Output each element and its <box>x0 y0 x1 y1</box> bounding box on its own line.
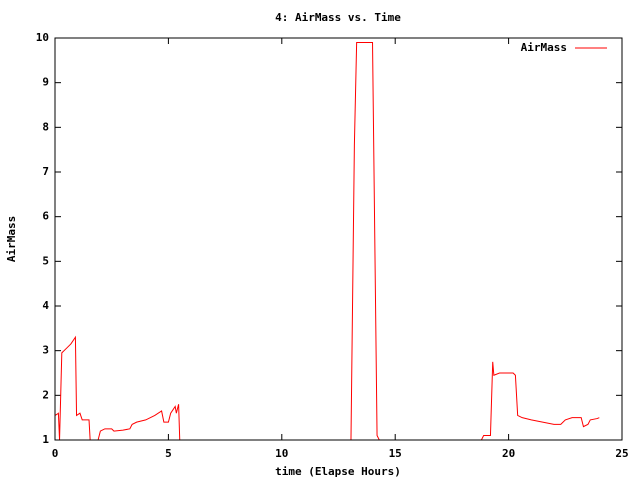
plot-border <box>54 37 623 441</box>
y-tick-label: 1 <box>42 433 49 446</box>
x-tick-label: 5 <box>165 447 172 460</box>
y-tick-label: 4 <box>42 299 49 312</box>
x-tick-label: 15 <box>389 447 402 460</box>
y-tick-label: 10 <box>36 31 49 44</box>
x-axis-label: time (Elapse Hours) <box>275 465 401 478</box>
x-tick-label: 10 <box>275 447 288 460</box>
y-axis-label: AirMass <box>5 216 18 262</box>
legend-label: AirMass <box>521 41 567 54</box>
x-tick-label: 25 <box>615 447 628 460</box>
y-tick-label: 2 <box>42 388 49 401</box>
chart-title: 4: AirMass vs. Time <box>275 11 401 24</box>
x-tick-label: 0 <box>52 447 59 460</box>
y-tick-label: 8 <box>42 120 49 133</box>
x-tick-label: 20 <box>502 447 515 460</box>
y-tick-label: 9 <box>42 76 49 89</box>
y-tick-label: 5 <box>42 254 49 267</box>
y-tick-label: 7 <box>42 165 49 178</box>
y-tick-label: 6 <box>42 210 49 223</box>
y-tick-label: 3 <box>42 344 49 357</box>
